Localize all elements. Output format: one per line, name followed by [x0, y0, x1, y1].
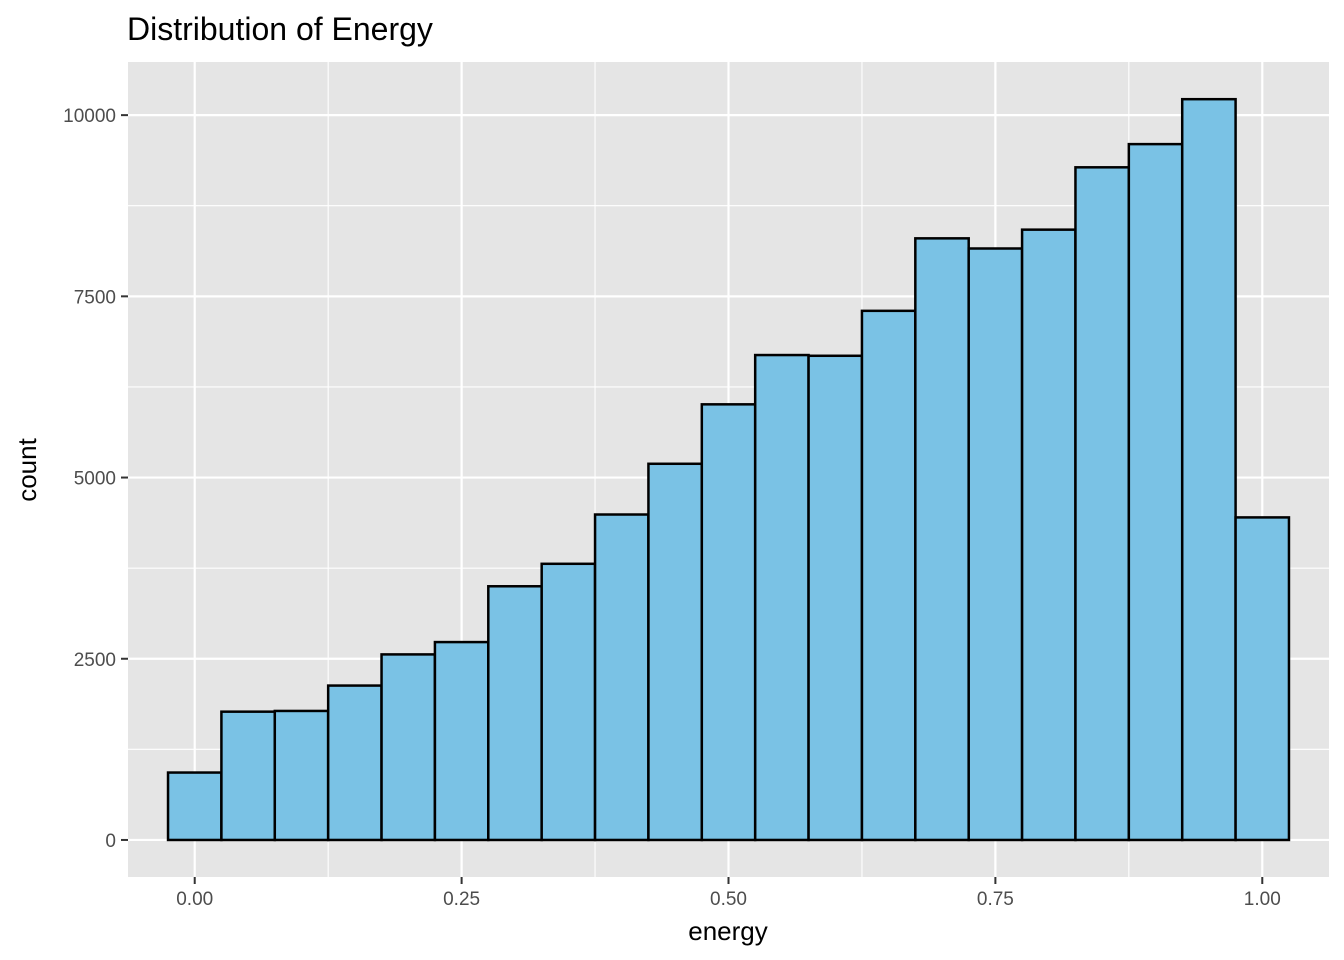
x-axis-title: energy [688, 916, 768, 946]
histogram-bar [914, 237, 970, 842]
histogram-bar [166, 771, 223, 842]
y-axis: 0 2500 5000 7500 10000 [63, 106, 128, 852]
histogram-bar [967, 247, 1024, 842]
histogram-bar [326, 684, 383, 842]
x-axis: 0.00 0.25 0.50 0.75 1.00 [176, 877, 1281, 910]
y-tick-label: 10000 [63, 106, 116, 127]
y-axis-title: count [12, 437, 42, 501]
histogram-bar [380, 653, 437, 842]
x-tick-label: 0.75 [977, 889, 1014, 910]
histogram-bar [807, 354, 864, 842]
histogram-bar [220, 710, 277, 842]
y-tick-label: 5000 [74, 469, 116, 490]
histogram-bar [273, 709, 330, 842]
histogram-bars [166, 97, 1291, 842]
x-tick-label: 0.50 [710, 889, 747, 910]
histogram-bar [1180, 97, 1237, 842]
histogram-bar [860, 309, 917, 842]
x-tick-label: 0.25 [443, 889, 480, 910]
histogram-bar [700, 403, 757, 842]
chart-title: Distribution of Energy [127, 11, 433, 47]
histogram-bar [593, 513, 650, 842]
histogram-bar [1074, 166, 1131, 842]
histogram-bar [487, 585, 543, 842]
histogram-bar [1234, 516, 1291, 842]
y-tick-label: 0 [105, 831, 116, 852]
histogram-bar [433, 640, 490, 842]
histogram-bar [647, 462, 704, 842]
histogram-bar [540, 562, 597, 842]
histogram-bar [1020, 228, 1077, 842]
x-tick-label: 0.00 [176, 889, 213, 910]
y-tick-label: 7500 [74, 287, 116, 308]
y-tick-label: 2500 [74, 650, 116, 671]
x-tick-label: 1.00 [1244, 889, 1281, 910]
histogram-bar [1127, 142, 1184, 842]
histogram-bar [753, 353, 810, 842]
